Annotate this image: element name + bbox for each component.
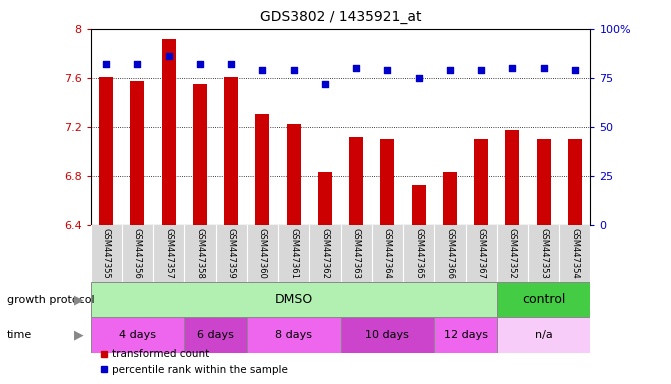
Bar [318,172,332,225]
Point [289,67,299,73]
Text: growth protocol: growth protocol [7,295,95,305]
Bar [474,139,488,225]
Bar [497,317,590,353]
Text: DMSO: DMSO [274,293,313,306]
Text: GSM447367: GSM447367 [476,227,486,278]
Text: GSM447364: GSM447364 [383,227,392,278]
Text: GSM447366: GSM447366 [446,227,454,278]
Text: GSM447360: GSM447360 [258,227,267,278]
Bar [411,185,425,225]
Point [226,61,237,67]
Bar [247,317,341,353]
Point [413,74,424,81]
Text: GSM447356: GSM447356 [133,227,142,278]
Text: GSM447361: GSM447361 [289,227,298,278]
Text: GSM447352: GSM447352 [508,227,517,278]
Text: ▶: ▶ [74,329,84,341]
Bar [99,76,113,225]
Bar [224,76,238,225]
Bar [349,137,363,225]
Bar [380,139,395,225]
Bar [340,317,434,353]
Point [195,61,205,67]
Point [132,61,143,67]
Bar [443,172,457,225]
Bar [91,282,497,317]
Bar [497,282,590,317]
Text: 4 days: 4 days [119,330,156,340]
Text: 10 days: 10 days [366,330,409,340]
Text: GSM447357: GSM447357 [164,227,173,278]
Text: time: time [7,330,32,340]
Text: GSM447365: GSM447365 [414,227,423,278]
Point [101,61,111,67]
Text: control: control [522,293,565,306]
Legend: transformed count, percentile rank within the sample: transformed count, percentile rank withi… [96,345,293,379]
Bar [91,317,185,353]
Bar [434,317,497,353]
Text: 6 days: 6 days [197,330,234,340]
Text: GSM447363: GSM447363 [352,227,360,278]
Point [444,67,455,73]
Bar [287,124,301,225]
Point [351,65,362,71]
Text: GSM447362: GSM447362 [321,227,329,278]
Text: GSM447359: GSM447359 [227,227,236,278]
Bar [130,81,144,225]
Text: n/a: n/a [535,330,552,340]
Text: 8 days: 8 days [275,330,312,340]
Bar [256,114,270,225]
Text: 12 days: 12 days [444,330,488,340]
Point [538,65,549,71]
Bar [162,39,176,225]
Bar [185,317,247,353]
Bar [505,131,519,225]
Text: GSM447358: GSM447358 [195,227,205,278]
Bar [537,139,551,225]
Point [476,67,486,73]
Point [319,81,330,87]
Text: ▶: ▶ [74,293,84,306]
Text: GSM447353: GSM447353 [539,227,548,278]
Point [257,67,268,73]
Bar [568,139,582,225]
Point [382,67,393,73]
Bar [193,84,207,225]
Text: GSM447355: GSM447355 [102,227,111,278]
Point [570,67,580,73]
Point [163,53,174,59]
Text: GSM447354: GSM447354 [570,227,579,278]
Text: GDS3802 / 1435921_at: GDS3802 / 1435921_at [260,10,421,23]
Point [507,65,518,71]
